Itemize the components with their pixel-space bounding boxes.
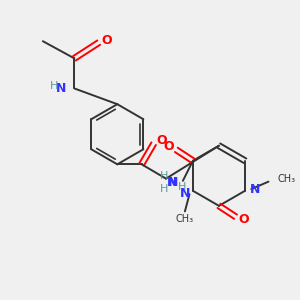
Text: H: H bbox=[178, 182, 186, 192]
Text: H: H bbox=[50, 81, 58, 91]
Text: N: N bbox=[167, 176, 178, 189]
Text: N: N bbox=[250, 183, 260, 196]
Text: H: H bbox=[160, 184, 169, 194]
Text: N: N bbox=[180, 187, 190, 200]
Text: H: H bbox=[160, 172, 169, 182]
Text: O: O bbox=[163, 140, 174, 154]
Text: N: N bbox=[167, 176, 178, 189]
Text: O: O bbox=[238, 213, 249, 226]
Text: CH₃: CH₃ bbox=[176, 214, 194, 224]
Text: N: N bbox=[56, 82, 66, 95]
Text: O: O bbox=[156, 134, 167, 147]
Text: O: O bbox=[101, 34, 112, 47]
Text: CH₃: CH₃ bbox=[278, 174, 296, 184]
